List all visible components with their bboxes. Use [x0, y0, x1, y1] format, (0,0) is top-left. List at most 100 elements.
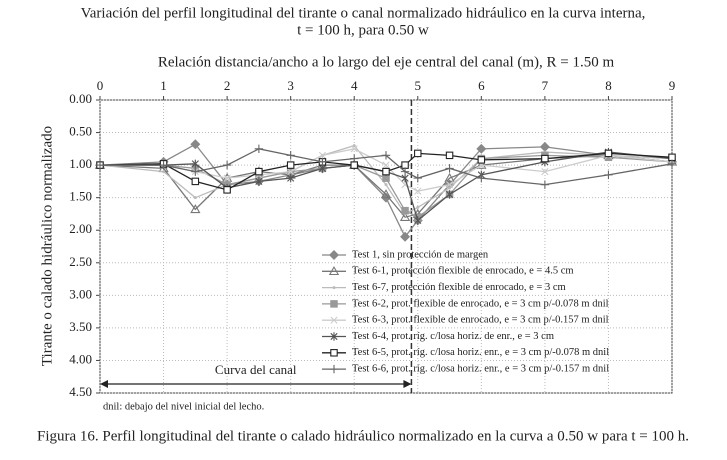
legend-label: Test 6-2, prot. flexible de enrocado, e …: [352, 298, 609, 309]
annotation: Curva del canal: [215, 362, 297, 377]
arrow-head: [100, 380, 108, 388]
x-tick-label: 2: [224, 78, 231, 93]
marker: [191, 177, 200, 186]
marker: [255, 177, 263, 186]
x-tick-label: 9: [669, 78, 676, 93]
legend-label: Test 1, sin protección de margen: [352, 249, 489, 260]
series: [96, 151, 676, 221]
x-tick-label: 1: [160, 78, 167, 93]
legend-label: Test 6-1, protección flexible de enrocad…: [352, 266, 574, 277]
legend-label: Test 6-7, protección flexible de enrocad…: [352, 282, 566, 293]
y-tick-label: 2.00: [69, 221, 92, 236]
marker: [668, 153, 676, 162]
y-tick-label: 1.00: [69, 156, 92, 171]
y-tick-label: 3.50: [69, 319, 92, 334]
marker: [352, 144, 356, 148]
marker: [477, 173, 486, 183]
marker: [477, 156, 486, 164]
marker: [382, 167, 390, 176]
marker: [318, 157, 327, 167]
x-tick-label: 7: [542, 78, 549, 93]
series-line: [99, 152, 673, 191]
marker: [400, 167, 410, 176]
legend-label: Test 6-6, prot. ríg. c/losa horiz. enr.,…: [352, 364, 609, 375]
marker: [444, 172, 455, 182]
marker: [286, 161, 295, 169]
marker: [604, 149, 613, 158]
marker: [255, 167, 263, 176]
marker: [191, 159, 199, 169]
marker: [350, 154, 359, 163]
marker: [380, 189, 392, 199]
marker: [382, 174, 390, 182]
series-line: [100, 151, 673, 222]
x-axis-label: Relación distancia/ancho a lo largo del …: [158, 54, 615, 70]
marker: [332, 286, 336, 290]
marker: [330, 332, 338, 341]
x-tick-label: 0: [97, 78, 104, 93]
marker: [382, 161, 390, 169]
series: [95, 144, 677, 189]
marker: [159, 160, 168, 170]
marker: [350, 161, 358, 169]
marker: [476, 159, 487, 169]
series-line: [99, 154, 673, 218]
marker: [541, 154, 549, 163]
marker: [287, 173, 295, 183]
marker: [381, 151, 391, 160]
marker: [193, 196, 197, 200]
marker: [384, 183, 388, 187]
marker: [541, 168, 549, 176]
marker: [286, 151, 295, 160]
series-line: [100, 148, 673, 186]
series-line: [99, 144, 673, 215]
series-line: [99, 143, 673, 238]
marker: [190, 139, 201, 150]
x-tick-label: 8: [605, 78, 612, 93]
marker: [445, 190, 454, 199]
x-tick-label: 5: [415, 78, 422, 93]
y-axis-label: Tirante o calado hidráulico normalizado: [39, 126, 55, 366]
legend-label: Test 6-3, prot. flexible de enrocado, e …: [352, 315, 609, 326]
marker: [329, 364, 339, 374]
caption: Figura 16. Perfil longitudinal del tiran…: [37, 428, 689, 444]
marker: [399, 211, 411, 221]
marker: [222, 160, 232, 170]
y-tick-label: 1.50: [69, 189, 92, 204]
legend-label: Test 6-4, prot. ríg. c/losa horiz. de en…: [352, 331, 554, 342]
marker: [400, 231, 411, 242]
marker: [414, 187, 422, 195]
y-tick-label: 2.50: [69, 254, 92, 269]
marker: [162, 170, 166, 174]
marker: [190, 204, 201, 214]
marker: [401, 161, 409, 169]
marker: [540, 180, 550, 189]
marker: [287, 168, 295, 176]
marker: [318, 151, 327, 159]
marker: [330, 316, 338, 324]
x-tick-label: 3: [287, 78, 294, 93]
marker: [414, 216, 422, 225]
arrow-head: [403, 380, 412, 388]
marker: [223, 174, 231, 182]
marker: [414, 149, 422, 158]
y-tick-label: 0.50: [69, 124, 92, 139]
marker: [448, 186, 452, 190]
marker: [254, 144, 264, 154]
marker: [330, 349, 338, 357]
marker: [330, 300, 338, 308]
marker: [667, 159, 677, 169]
chart-title: Variación del perfil longitudinal del ti…: [81, 5, 646, 21]
marker: [191, 167, 200, 176]
y-tick-label: 3.00: [69, 286, 92, 301]
marker: [445, 164, 454, 173]
marker: [223, 186, 231, 194]
marker: [95, 160, 105, 170]
marker: [350, 145, 358, 153]
note: dnil: debajo del nivel inicial del lecho…: [103, 401, 264, 412]
marker: [328, 265, 340, 276]
marker: [604, 170, 613, 180]
y-tick-label: 4.50: [69, 384, 92, 399]
marker: [329, 250, 339, 260]
